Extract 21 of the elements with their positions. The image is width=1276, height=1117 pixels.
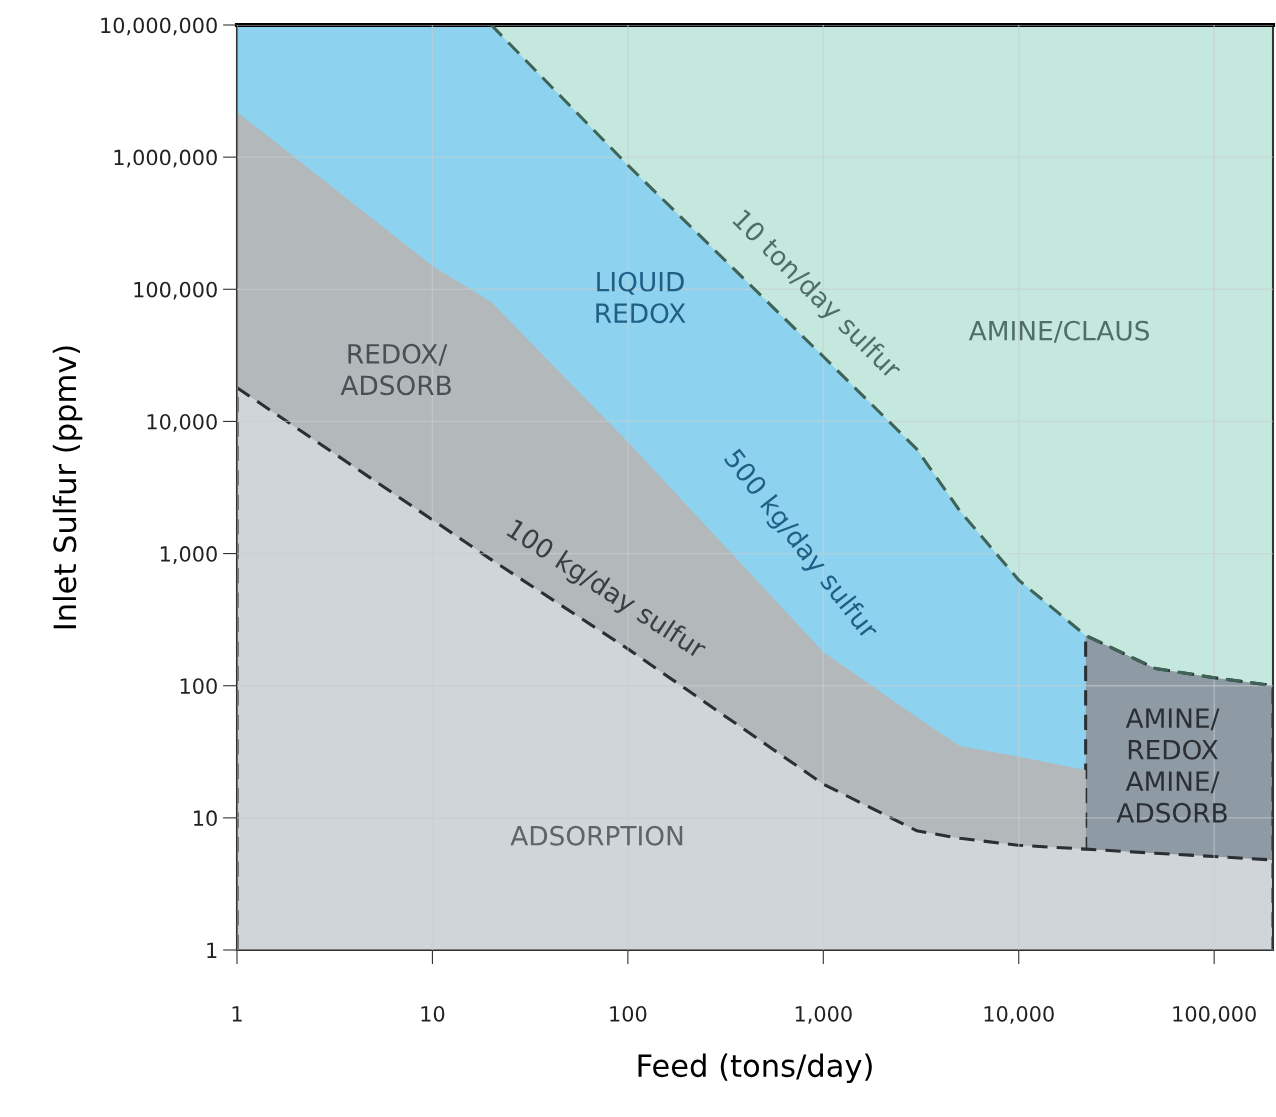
y-tick-label: 1 <box>207 942 217 958</box>
y-tick-label: 100 <box>180 678 217 694</box>
y-tick-label: 10 <box>194 810 217 827</box>
x-tick-label: 10,000 <box>984 1005 1054 1024</box>
y-axis-title: Inlet Sulfur (ppmv) <box>52 346 83 629</box>
x-tick-label: 1,000 <box>795 1005 852 1024</box>
y-tick-label: 100,000 <box>134 281 217 300</box>
annotation: ADSORPTION <box>510 825 683 846</box>
x-axis-title: Feed (tons/day) <box>638 1053 872 1084</box>
x-tick-label: 10 <box>421 1005 445 1022</box>
annotation: LIQUID REDOX <box>596 271 686 324</box>
x-tick-label: 100,000 <box>1173 1005 1256 1024</box>
annotation: AMINE/CLAUS <box>968 320 1149 343</box>
y-tick-label: 10,000 <box>147 413 217 432</box>
y-tick-label: 1,000,000 <box>114 149 217 168</box>
annotation: AMINE/ REDOX AMINE/ ADSORB <box>1116 708 1227 823</box>
x-tick-label: 1 <box>232 1006 242 1022</box>
x-tick-label: 100 <box>610 1005 647 1022</box>
y-tick-label: 10,000,000 <box>101 17 217 36</box>
y-tick-label: 1,000 <box>160 546 217 564</box>
annotation: REDOX/ ADSORB <box>340 343 451 396</box>
